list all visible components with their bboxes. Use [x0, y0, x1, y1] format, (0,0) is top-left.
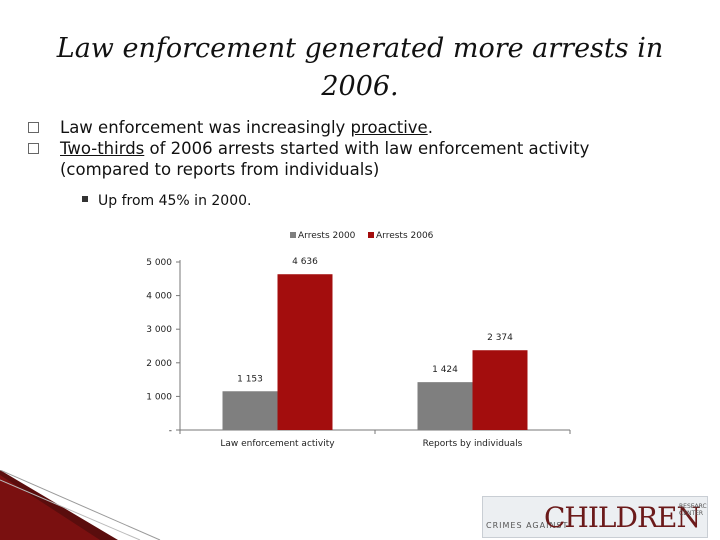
slide-title: Law enforcement generated more arrests i…: [56, 33, 664, 102]
bullet-item: Two-thirds of 2006 arrests started with …: [28, 138, 668, 180]
legend-swatch: [290, 232, 296, 238]
bar-chart: - 1 000 2 000 3 000 4 000 5 000 Law enforcemen…: [146, 231, 571, 449]
bar-arrests-2006: [277, 274, 333, 430]
data-label: 4 636: [292, 257, 318, 267]
data-label: 1 153: [237, 374, 263, 384]
y-tick-label: 1 000: [146, 392, 172, 402]
empty-square-icon: [28, 143, 39, 154]
sub-bullet-text: Up from 45% in 2000.: [98, 193, 252, 209]
bar-arrests-2006: [472, 350, 528, 430]
logo-right-text: RESEARCH CENTER: [679, 503, 707, 517]
legend-label: Arrests 2006: [376, 231, 434, 241]
underlined-term-proactive: proactive: [350, 118, 428, 137]
data-label: 2 374: [487, 333, 513, 343]
y-tick-label: 2 000: [146, 359, 172, 369]
x-tick-label: Reports by individuals: [423, 439, 523, 449]
bullet-text: of 2006 arrests started with law enforce…: [60, 139, 590, 179]
bar-arrests-2000: [417, 382, 473, 430]
sub-bullet: Up from 45% in 2000.: [82, 192, 251, 210]
bullet-text: Law enforcement was increasingly: [60, 118, 351, 137]
empty-square-icon: [28, 122, 39, 133]
logo-small-text: CRIMES AGAINST: [486, 521, 569, 530]
y-tick-label: 5 000: [146, 258, 172, 268]
data-label: 1 424: [432, 365, 458, 375]
corner-decoration: [0, 470, 161, 540]
y-tick-label: 3 000: [146, 325, 172, 335]
y-tick-label: -: [169, 426, 172, 436]
bullet-text-end: .: [427, 118, 433, 137]
legend-label: Arrests 2000: [298, 231, 356, 241]
bullet-item: Law enforcement was increasingly proacti…: [28, 117, 668, 138]
filled-square-icon: [82, 196, 88, 202]
legend-swatch: [368, 232, 374, 238]
logo-big-text: CHILDREN: [544, 501, 701, 534]
bullet-list: Law enforcement was increasingly proacti…: [28, 117, 668, 180]
x-tick-label: Law enforcement activity: [220, 439, 335, 449]
logo: CRIMES AGAINST CHILDREN RESEARCH CENTER: [482, 496, 708, 538]
y-tick-label: 4 000: [146, 292, 172, 302]
underlined-term-two-thirds: Two-thirds: [60, 139, 145, 158]
bar-arrests-2000: [222, 391, 278, 430]
